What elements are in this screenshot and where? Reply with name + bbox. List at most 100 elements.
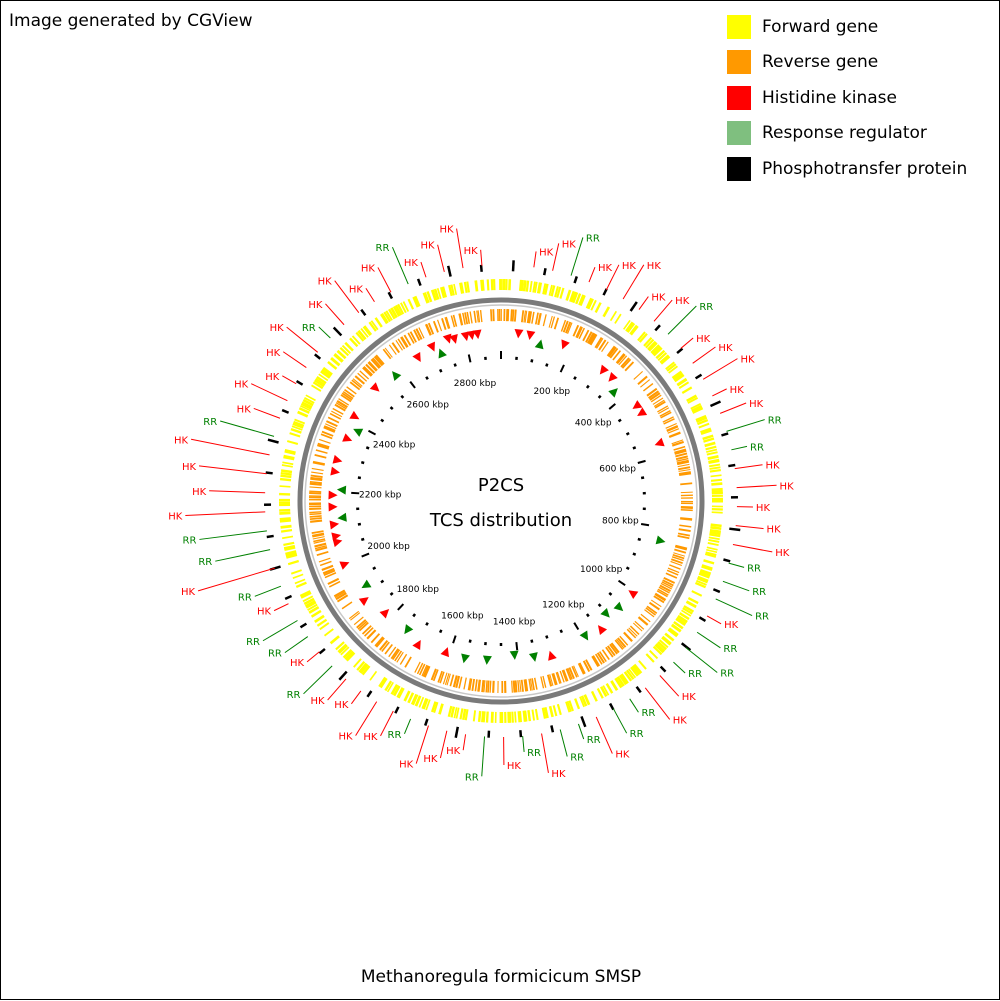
- scale-minor-tick: [587, 614, 589, 616]
- feature-label: RR: [720, 669, 734, 680]
- feature-leader-line: [282, 376, 296, 384]
- response-regulator-arrow: [351, 425, 363, 437]
- forward-gene-mark: [282, 536, 293, 538]
- forward-gene-mark: [408, 299, 413, 309]
- forward-gene-mark: [474, 710, 475, 721]
- forward-gene-mark: [476, 280, 477, 291]
- feature-leader-line: [255, 586, 281, 596]
- scale-tick-label: 200 kbp: [533, 387, 570, 397]
- feature-label: HK: [464, 246, 479, 257]
- forward-gene-mark: [281, 471, 292, 473]
- scale-minor-tick: [626, 433, 629, 434]
- forward-gene-mark: [699, 424, 709, 428]
- phosphotransfer-mark: [267, 536, 274, 537]
- feature-label: HK: [182, 462, 197, 473]
- forward-gene-mark: [615, 314, 621, 323]
- forward-gene-mark: [560, 288, 563, 299]
- feature-leader-line: [199, 531, 266, 540]
- feature-label: HK: [334, 700, 349, 711]
- feature-leader-line: [707, 616, 721, 624]
- feature-label: RR: [630, 729, 644, 740]
- histidine-kinase-arrow: [342, 433, 354, 445]
- scale-major-tick: [368, 431, 375, 435]
- phosphotransfer-mark: [418, 279, 420, 286]
- forward-gene-mark: [463, 709, 465, 720]
- feature-leader-line: [726, 420, 764, 432]
- backbone-ring: [300, 300, 702, 702]
- scale-minor-tick: [619, 420, 621, 422]
- feature-leader-line: [351, 691, 360, 704]
- feature-label: HK: [647, 261, 662, 272]
- forward-gene-mark: [707, 547, 718, 549]
- feature-label: RR: [465, 772, 479, 783]
- feature-label: HK: [539, 247, 554, 258]
- reverse-gene-mark: [481, 310, 482, 322]
- feature-label: RR: [246, 637, 260, 648]
- phosphotransfer-mark: [699, 617, 705, 621]
- forward-gene-mark: [711, 475, 722, 476]
- reverse-gene-mark: [474, 311, 476, 323]
- reverse-gene-mark: [475, 679, 477, 691]
- response-regulator-arrow: [614, 602, 627, 615]
- forward-gene-mark: [611, 311, 617, 320]
- reverse-gene-mark: [678, 467, 690, 469]
- feature-label: HK: [615, 750, 630, 761]
- reverse-gene-mark: [511, 309, 512, 321]
- feature-leader-line: [681, 338, 693, 348]
- feature-label: HK: [308, 300, 323, 311]
- feature-leader-line: [735, 465, 763, 469]
- feature-leader-line: [199, 466, 267, 474]
- scale-minor-tick: [470, 640, 471, 643]
- scale-major-tick: [410, 382, 415, 388]
- feature-leader-line: [481, 250, 482, 266]
- feature-label: RR: [198, 557, 212, 568]
- phosphotransfer-mark: [520, 730, 521, 737]
- forward-gene-mark: [682, 387, 691, 393]
- reverse-gene-mark: [311, 472, 323, 474]
- feature-label: RR: [388, 730, 402, 741]
- feature-label: HK: [718, 343, 733, 354]
- feature-label: RR: [376, 243, 390, 254]
- histidine-kinase-arrow: [330, 467, 340, 477]
- feature-label: HK: [404, 258, 419, 269]
- phosphotransfer-mark: [728, 465, 735, 466]
- response-regulator-arrow: [600, 608, 613, 621]
- feature-label: RR: [723, 644, 737, 655]
- reverse-gene-mark: [311, 475, 323, 477]
- forward-gene-mark: [524, 280, 525, 291]
- scale-minor-tick: [381, 581, 383, 583]
- feature-leader-line: [328, 679, 346, 700]
- forward-gene-ring: [279, 279, 723, 723]
- feature-label: HK: [740, 355, 755, 366]
- forward-gene-mark: [521, 280, 522, 291]
- forward-gene-mark: [280, 479, 291, 480]
- scale-minor-tick: [440, 369, 441, 372]
- feature-leader-line: [378, 267, 391, 292]
- feature-label: HK: [318, 277, 333, 288]
- forward-gene-mark: [709, 537, 720, 539]
- feature-label: RR: [238, 592, 252, 603]
- forward-gene-mark: [709, 465, 720, 467]
- forward-gene-mark: [708, 456, 719, 458]
- histidine-kinase-arrow: [525, 330, 535, 340]
- reverse-gene-mark: [450, 675, 453, 687]
- forward-gene-mark: [710, 470, 721, 472]
- scale-tick-label: 2400 kbp: [373, 440, 416, 450]
- feature-label: RR: [641, 708, 655, 719]
- feature-label: HK: [290, 658, 305, 669]
- histidine-kinase-arrow: [635, 407, 647, 419]
- forward-gene-mark: [280, 518, 291, 519]
- forward-gene-mark: [280, 486, 291, 487]
- reverse-gene-mark: [535, 678, 537, 690]
- feature-label: HK: [749, 399, 764, 410]
- reverse-gene-mark: [678, 536, 690, 538]
- response-regulator-arrow: [389, 368, 402, 381]
- feature-label: HK: [399, 760, 414, 771]
- forward-gene-mark: [711, 484, 722, 485]
- phosphotransfer-mark: [456, 727, 458, 738]
- forward-gene-mark: [293, 574, 303, 578]
- histidine-kinase-arrow: [328, 502, 337, 511]
- feature-label: HK: [767, 525, 782, 536]
- phosphotransfer-mark: [266, 472, 273, 473]
